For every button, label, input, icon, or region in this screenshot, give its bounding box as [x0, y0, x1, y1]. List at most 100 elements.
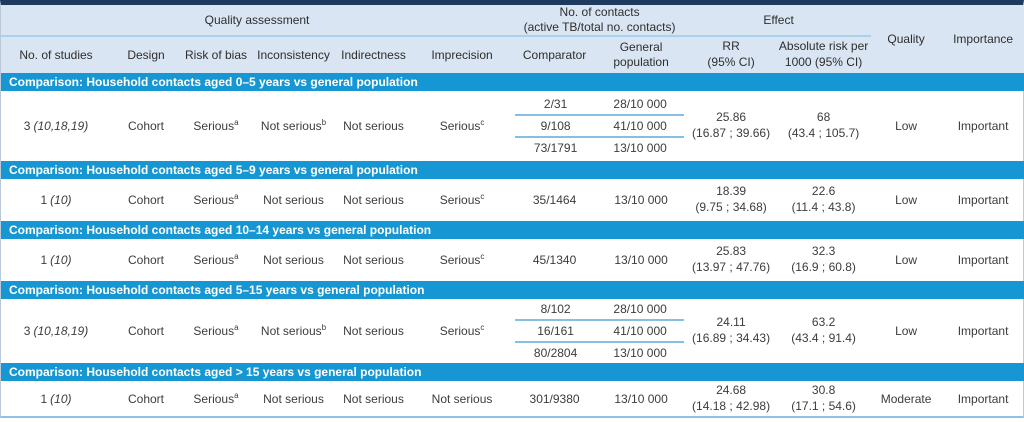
cell-indirectness: Not serious [336, 91, 411, 161]
abs-value: 32.3 [811, 244, 836, 259]
contacts-subrow: 80/2804 13/10 000 [515, 343, 684, 363]
rr-value: 25.86 [716, 110, 747, 125]
cell-risk-of-bias: Seriousa [181, 179, 251, 221]
cell-imprecision: Seriousc [411, 299, 513, 363]
abs-ci: (43.4 ; 105.7) [787, 126, 860, 140]
studies-count: 3 [23, 119, 31, 133]
cell-quality: Low [895, 193, 918, 207]
comparator-value: 9/108 [540, 119, 571, 133]
cell-general-population: 13/10 000 [614, 193, 668, 207]
comparison-band-0-5: Comparison: Household contacts aged 0–5 … [1, 73, 1024, 91]
footnote-sup: c [480, 252, 485, 261]
cell-imprecision: Seriousc [411, 239, 513, 281]
cell-contacts: 8/102 28/10 000 16/161 41/10 000 80/2804 13… [513, 299, 686, 363]
cell-risk-of-bias: Seriousa [181, 91, 251, 161]
comparator-value: 80/2804 [533, 346, 578, 360]
studies-count: 1 [40, 391, 48, 406]
footnote-sup: a [234, 252, 239, 261]
cell-no-of-studies: 1 (10) [1, 381, 111, 416]
comparison-band-over-15: Comparison: Household contacts aged > 15… [1, 363, 1024, 381]
cell-indirectness: Not serious [336, 179, 411, 221]
comparator-value: 16/161 [537, 324, 574, 338]
cell-risk-of-bias: Seriousa [181, 381, 251, 416]
general-population-value: 28/10 000 [613, 97, 667, 111]
indirectness-text: Not serious [343, 119, 404, 133]
comparison-band-label: Comparison: Household contacts aged 5–15… [1, 281, 1024, 299]
cell-no-of-studies: 3 (10,18,19) [1, 299, 111, 363]
cell-imprecision: Not serious [411, 381, 513, 416]
contacts-subrow: 2/31 28/10 000 [515, 94, 685, 116]
imprecision-text: Serious [439, 324, 481, 338]
abs-value: 68 [816, 110, 831, 125]
comparator-value: 73/1791 [533, 141, 578, 155]
cell-inconsistency: Not seriousb [251, 91, 336, 161]
cell-importance: Important [957, 193, 1009, 207]
risk-of-bias-text: Serious [193, 119, 235, 133]
studies-refs: (10) [50, 253, 72, 267]
evidence-row-10-14: 1 (10) Cohort Seriousa Not serious Not se… [1, 239, 1024, 281]
cell-inconsistency: Not seriousb [251, 299, 336, 363]
cell-rr: 25.86 (16.87 ; 39.66) [686, 91, 776, 161]
abs-value: 22.6 [811, 184, 836, 199]
header-design: Design [111, 36, 181, 73]
header-effect: Effect [686, 5, 872, 37]
evidence-row-over-15: 1 (10) Cohort Seriousa Not serious Not se… [1, 381, 1024, 416]
cell-absolute-risk: 22.6 (11.4 ; 43.8) [776, 179, 871, 221]
imprecision-text: Serious [439, 253, 481, 267]
contacts-subrow: 16/161 41/10 000 [515, 321, 685, 343]
cell-rr: 18.39 (9.75 ; 34.68) [686, 179, 776, 221]
footnote-sup: a [234, 323, 239, 332]
evidence-row-5-9: 1 (10) Cohort Seriousa Not serious Not se… [1, 179, 1024, 221]
footnote-sup: a [234, 118, 239, 127]
cell-absolute-risk: 30.8 (17.1 ; 54.6) [776, 381, 871, 416]
studies-refs: (10,18,19) [33, 119, 89, 133]
comparison-band-label: Comparison: Household contacts aged 5–9 … [1, 161, 1024, 179]
cell-general-population: 13/10 000 [614, 253, 668, 267]
header-no-of-studies: No. of studies [1, 36, 111, 73]
header-group-row: Quality assessment No. of contacts (acti… [1, 5, 1024, 73]
header-columns-row: No. of studies Design Risk of bias Incon… [1, 36, 1024, 73]
rr-ci: (16.87 ; 39.66) [692, 126, 771, 140]
comparison-band-5-9: Comparison: Household contacts aged 5–9 … [1, 161, 1024, 179]
header-imprecision: Imprecision [411, 36, 514, 73]
comparison-band-label: Comparison: Household contacts aged 10–1… [1, 221, 1024, 239]
header-contacts-line1: No. of contacts [559, 5, 640, 19]
cell-indirectness: Not serious [336, 381, 411, 416]
cell-rr: 24.68 (14.18 ; 42.98) [686, 381, 776, 416]
comparison-band-5-15: Comparison: Household contacts aged 5–15… [1, 281, 1024, 299]
cell-rr: 25.83 (13.97 ; 47.76) [686, 239, 776, 281]
inconsistency-text: Not serious [260, 324, 322, 338]
cell-design: Cohort [127, 193, 165, 207]
bottom-margin [0, 418, 1024, 422]
header-general-population: General population [596, 36, 687, 73]
cell-no-of-studies: 3 (10,18,19) [1, 91, 111, 161]
rr-value: 24.68 [716, 382, 747, 397]
comparison-band-10-14: Comparison: Household contacts aged 10–1… [1, 221, 1024, 239]
studies-count: 3 [23, 324, 31, 338]
cell-comparator: 301/9380 [529, 391, 580, 406]
header-quality: Quality [871, 5, 942, 73]
contacts-stack: 8/102 28/10 000 16/161 41/10 000 80/2804 13… [515, 299, 685, 363]
indirectness-text: Not serious [343, 193, 404, 207]
footnote-sup: a [234, 192, 239, 201]
inconsistency-text: Not serious [263, 391, 324, 406]
cell-quality: Moderate [880, 391, 932, 406]
cell-importance: Important [957, 119, 1009, 133]
header-rr-line2: (95% CI) [707, 55, 755, 69]
header-inconsistency: Inconsistency [251, 36, 336, 73]
studies-count: 1 [40, 253, 48, 267]
footnote-sup: c [480, 323, 485, 332]
studies-count: 1 [40, 193, 48, 207]
general-population-value: 28/10 000 [613, 302, 667, 316]
general-population-value: 41/10 000 [613, 119, 667, 133]
rr-ci: (14.18 ; 42.98) [692, 398, 771, 413]
evidence-table: Quality assessment No. of contacts (acti… [1, 5, 1024, 416]
cell-rr: 24.11 (16.89 ; 34.43) [686, 299, 776, 363]
header-indirectness: Indirectness [336, 36, 411, 73]
header-importance: Importance [941, 5, 1024, 73]
abs-ci: (11.4 ; 43.8) [791, 200, 856, 214]
cell-absolute-risk: 68 (43.4 ; 105.7) [776, 91, 871, 161]
inconsistency-text: Not serious [263, 193, 324, 207]
header-abs-line1: Absolute risk per [778, 39, 869, 54]
footnote-sup: c [480, 118, 485, 127]
